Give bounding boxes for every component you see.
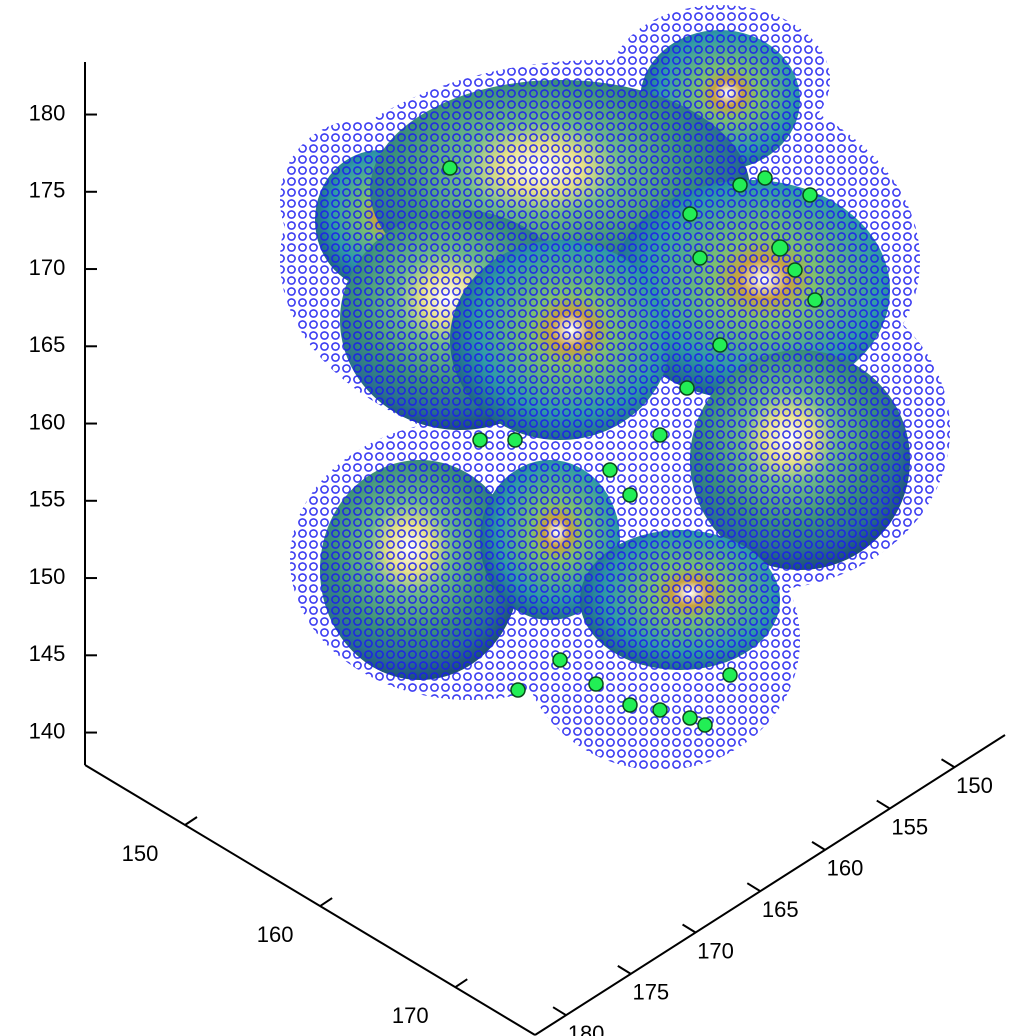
y-tick [618, 966, 631, 974]
x-tick [320, 898, 332, 906]
y-tick-label: 150 [956, 773, 993, 798]
y-tick [683, 925, 696, 933]
y-tick-label: 180 [568, 1021, 605, 1036]
z-tick-label: 160 [29, 409, 66, 434]
y-tick-label: 165 [762, 897, 799, 922]
y-tick-label: 155 [891, 814, 928, 839]
z-tick-label: 170 [29, 255, 66, 280]
x-tick-label: 160 [257, 922, 294, 947]
y-tick [812, 842, 825, 850]
z-tick-label: 165 [29, 332, 66, 357]
z-tick-label: 140 [29, 718, 66, 743]
z-tick-label: 175 [29, 178, 66, 203]
z-tick-label: 155 [29, 487, 66, 512]
z-tick-label: 180 [29, 100, 66, 125]
page: {"chart_data":{"type":"scatter3d", "xlim… [0, 0, 1023, 1036]
probe-points [250, 0, 970, 790]
y-tick-label: 170 [697, 938, 734, 963]
y-tick-label: 160 [827, 856, 864, 881]
z-tick-label: 145 [29, 641, 66, 666]
z-tick-label: 150 [29, 564, 66, 589]
x-tick-label: 170 [392, 1003, 429, 1028]
x-tick [185, 817, 197, 825]
x-tick [455, 979, 467, 987]
y-tick [747, 883, 760, 891]
chart: 140 145 150 155 160 165 170 175 180 150 160 170 150 1… [0, 0, 1023, 1036]
x-tick-label: 150 [122, 841, 159, 866]
y-tick-label: 175 [632, 980, 669, 1005]
y-axis [535, 735, 1005, 1035]
y-tick [877, 801, 890, 809]
y-tick [553, 1007, 566, 1015]
x-axis [85, 765, 535, 1035]
y-tick [942, 759, 955, 767]
